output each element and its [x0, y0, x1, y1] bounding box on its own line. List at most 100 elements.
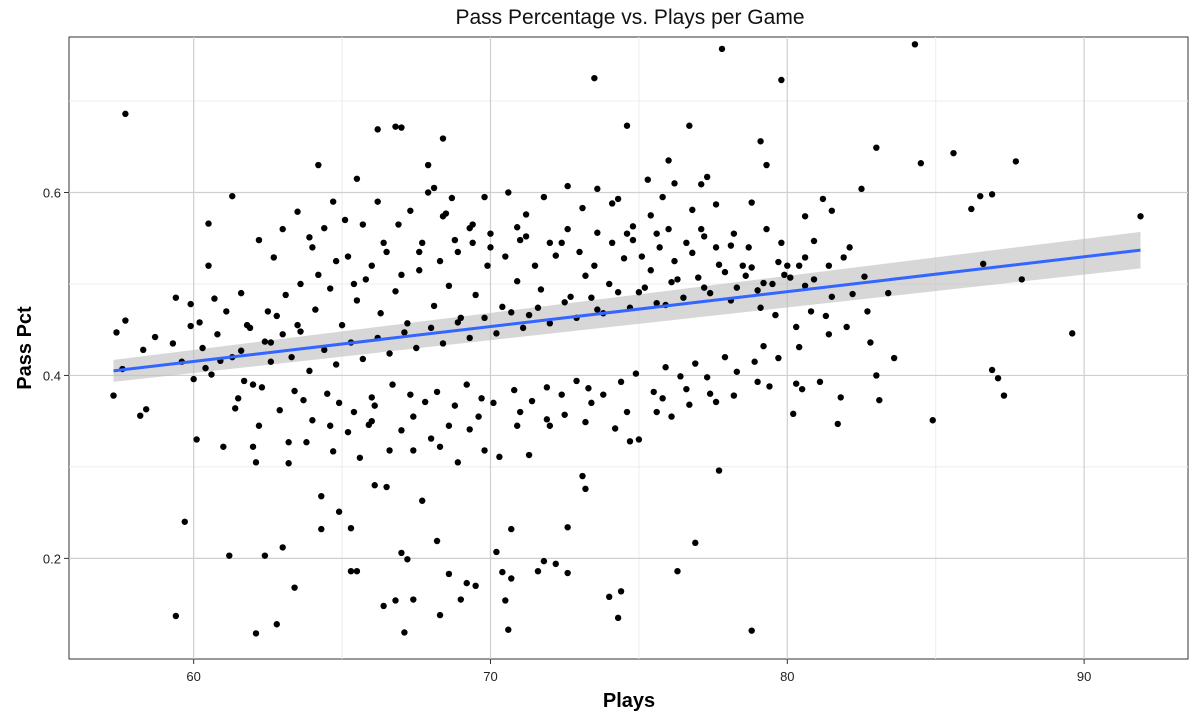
data-point — [1000, 392, 1008, 399]
data-point — [398, 549, 405, 557]
data-point — [261, 338, 269, 345]
data-point — [193, 436, 200, 443]
data-point — [994, 374, 1002, 382]
data-point — [404, 320, 411, 327]
data-point — [579, 204, 586, 212]
data-point — [576, 248, 583, 256]
data-point — [614, 289, 622, 296]
data-point — [279, 225, 286, 233]
data-point — [686, 122, 693, 129]
data-point — [626, 438, 634, 445]
data-point — [911, 41, 919, 48]
data-point — [692, 539, 699, 547]
data-point — [353, 567, 361, 575]
data-point — [258, 384, 266, 391]
data-point — [457, 596, 464, 603]
data-point — [516, 408, 524, 416]
data-point — [427, 435, 435, 442]
data-point — [208, 371, 215, 378]
data-point — [778, 76, 785, 84]
y-axis-ticks: 0.2 0.4 0.6 — [43, 186, 69, 566]
data-point — [745, 244, 752, 251]
data-point — [573, 377, 580, 385]
data-point — [472, 582, 479, 590]
data-point — [223, 308, 230, 315]
x-tick-label: 70 — [483, 669, 497, 684]
chart-title: Pass Percentage vs. Plays per Game — [455, 6, 805, 29]
data-point — [508, 309, 515, 316]
data-point — [665, 157, 672, 164]
data-point — [635, 436, 643, 443]
data-point — [359, 355, 367, 363]
data-point — [867, 339, 874, 346]
data-point — [226, 552, 233, 559]
data-point — [202, 364, 209, 372]
data-point — [617, 378, 625, 386]
data-point — [478, 395, 485, 402]
data-point — [561, 299, 568, 306]
data-point — [294, 208, 301, 215]
data-point — [781, 271, 788, 279]
data-point — [525, 451, 533, 459]
data-point — [834, 420, 841, 428]
data-point — [181, 518, 188, 525]
data-point — [371, 482, 378, 489]
data-point — [525, 311, 533, 319]
data-point — [787, 274, 794, 281]
data-point — [229, 192, 236, 200]
data-point — [341, 216, 349, 224]
data-point — [683, 239, 690, 247]
data-point — [671, 180, 678, 187]
data-point — [988, 366, 996, 374]
data-point — [585, 385, 592, 392]
data-point — [347, 524, 355, 532]
data-point — [318, 492, 325, 500]
data-points — [110, 41, 1144, 637]
data-point — [689, 206, 696, 214]
data-point — [326, 422, 334, 429]
data-point — [721, 353, 729, 361]
data-point — [531, 262, 539, 269]
data-point — [303, 439, 310, 446]
data-point — [401, 329, 408, 336]
data-point — [285, 460, 292, 467]
data-point — [285, 439, 292, 446]
data-point — [638, 253, 646, 260]
data-point — [861, 273, 868, 280]
data-point — [353, 297, 361, 304]
data-point — [445, 282, 453, 289]
data-point — [534, 304, 542, 311]
y-tick-label: 0.6 — [43, 186, 61, 201]
data-point — [582, 485, 589, 493]
data-point — [1069, 330, 1076, 337]
data-point — [413, 344, 420, 352]
data-point — [270, 254, 278, 261]
data-point — [608, 239, 616, 247]
data-point — [706, 289, 714, 297]
data-point — [594, 185, 601, 193]
data-point — [484, 262, 491, 269]
data-point — [1012, 158, 1020, 165]
data-point — [659, 395, 666, 402]
data-point — [668, 413, 675, 420]
data-point — [828, 293, 836, 300]
data-point — [505, 189, 512, 196]
data-point — [656, 244, 663, 251]
data-point — [706, 390, 714, 397]
data-point — [650, 388, 657, 396]
data-point — [508, 525, 515, 533]
data-point — [558, 391, 565, 398]
data-point — [267, 358, 275, 365]
data-point — [306, 367, 313, 375]
data-point — [689, 249, 696, 257]
data-point — [647, 267, 654, 274]
data-point — [234, 395, 242, 402]
data-point — [291, 387, 298, 395]
data-point — [825, 262, 833, 269]
data-point — [611, 425, 619, 432]
data-point — [410, 596, 417, 603]
data-point — [374, 198, 381, 205]
data-point — [288, 353, 295, 361]
data-point — [321, 346, 328, 354]
data-point — [142, 406, 150, 413]
